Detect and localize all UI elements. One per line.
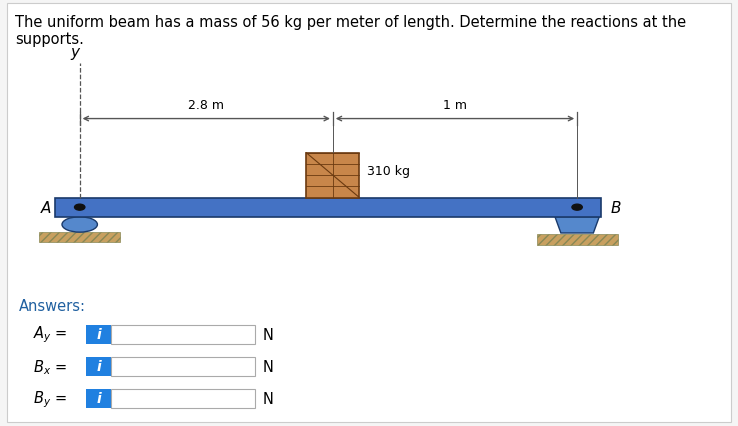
Bar (111, 357, 255, 376)
Polygon shape (555, 217, 599, 233)
Bar (86, 389, 111, 408)
Ellipse shape (62, 217, 97, 233)
Bar (39, 232, 120, 243)
Bar (537, 234, 618, 245)
Bar (55, 198, 601, 217)
Text: N: N (263, 327, 274, 342)
Text: 2.8 m: 2.8 m (188, 99, 224, 112)
Text: y: y (71, 45, 80, 60)
Text: B: B (610, 200, 621, 215)
Text: $A_y$ =: $A_y$ = (33, 324, 68, 345)
Text: 310 kg: 310 kg (367, 165, 410, 178)
Text: N: N (263, 359, 274, 374)
Text: $B_y$ =: $B_y$ = (33, 388, 67, 409)
Text: i: i (97, 391, 101, 405)
Text: Answers:: Answers: (18, 298, 86, 313)
Bar (111, 325, 255, 344)
Circle shape (75, 205, 85, 211)
Bar (306, 153, 359, 198)
Text: The uniform beam has a mass of 56 kg per meter of length. Determine the reaction: The uniform beam has a mass of 56 kg per… (15, 15, 686, 47)
Text: i: i (97, 328, 101, 341)
Text: N: N (263, 391, 274, 406)
Bar (86, 325, 111, 344)
Bar (111, 389, 255, 408)
Text: A: A (41, 200, 52, 215)
Text: $B_x$ =: $B_x$ = (33, 357, 67, 376)
Text: i: i (97, 360, 101, 373)
Circle shape (572, 205, 582, 211)
Bar (86, 357, 111, 376)
Text: 1 m: 1 m (443, 99, 467, 112)
